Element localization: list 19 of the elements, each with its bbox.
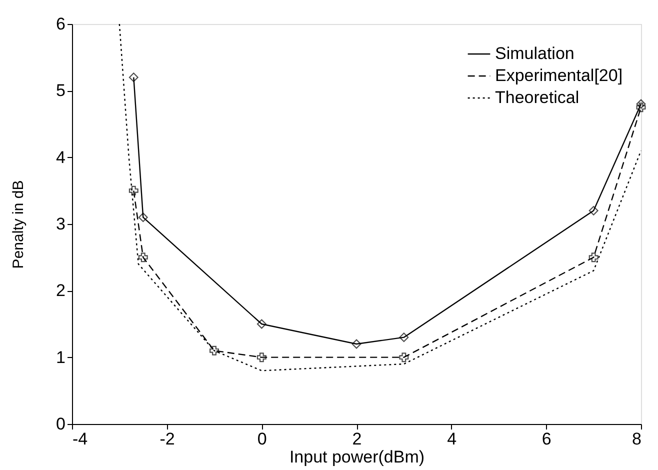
legend-label: Theoretical [495,88,580,107]
legend-label: Simulation [495,44,574,63]
y-axis-title: Penalty in dB [10,180,28,269]
y-tick-label: 3 [56,214,66,234]
x-tick-label: 6 [542,430,552,448]
y-tick-label: 2 [56,281,66,300]
x-tick-label: 0 [257,430,267,448]
x-tick-label: 2 [352,430,362,448]
y-tick-label: 0 [56,414,66,434]
x-axis-title: Input power(dBm) [289,448,425,466]
x-tick-label: -4 [72,430,88,448]
y-tick-label: 4 [56,148,66,167]
x-tick-label: -2 [160,430,175,448]
x-tick-label: 4 [447,430,457,448]
x-tick-label: 8 [632,430,642,448]
y-tick-label: 5 [56,81,66,100]
y-tick-label: 1 [56,348,66,367]
legend-label: Experimental[20] [495,66,623,85]
y-tick-label: 6 [56,14,66,34]
